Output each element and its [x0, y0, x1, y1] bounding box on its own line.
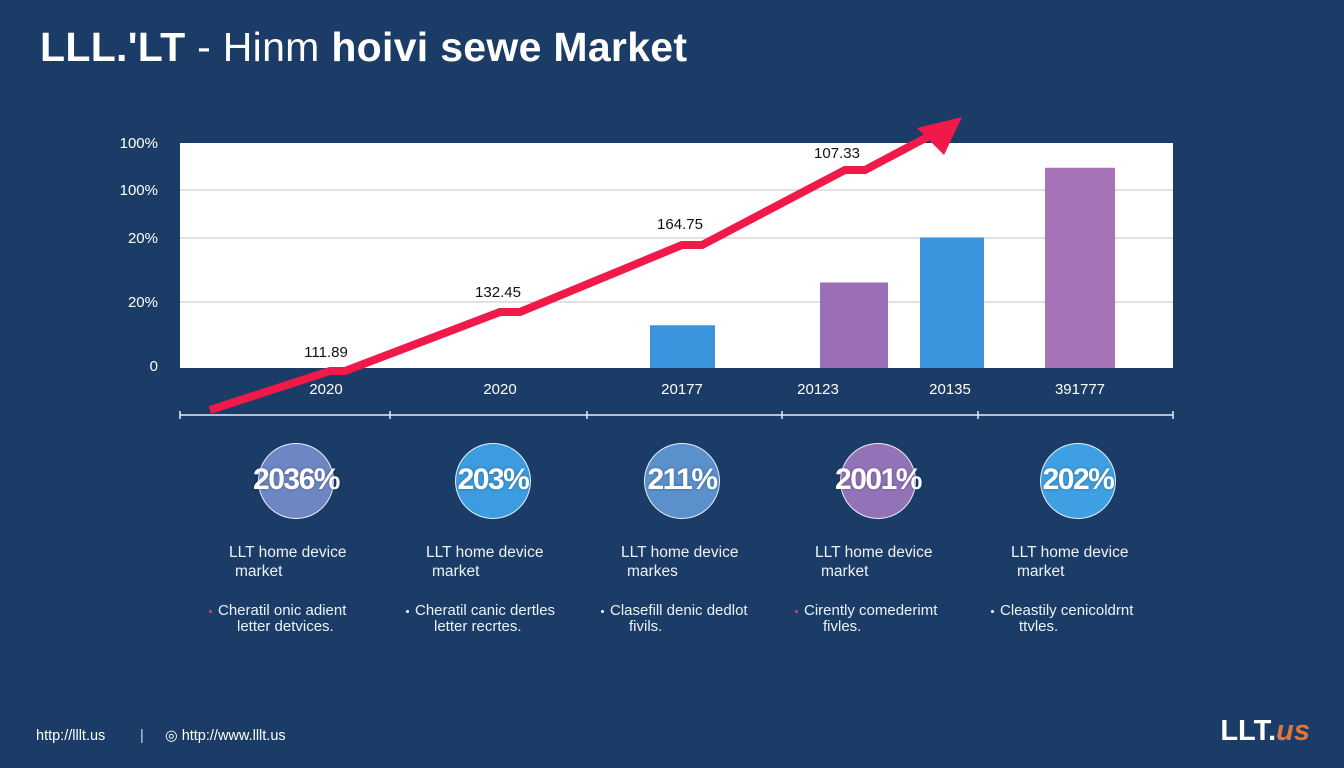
stat-circle [840, 443, 916, 519]
bullet-icon [209, 609, 212, 613]
footer-link-2[interactable]: ◎ http://www.lllt.us [165, 728, 286, 744]
copyright-icon: ◎ [165, 728, 178, 744]
bullet-text: ttvles. [1019, 618, 1059, 635]
stat-label-line: markes [627, 563, 678, 580]
stat-label: LLT home device markes [621, 543, 821, 581]
stat-circle [1040, 443, 1116, 519]
page-title: LLL.'LT - Hinm hoivi sewe Market [40, 24, 687, 71]
stat-percent: 2036% [253, 463, 340, 496]
title-part: hoivi sewe Market [331, 24, 688, 70]
stat-circle [644, 443, 720, 519]
bullet-text: letter recrtes. [434, 618, 522, 635]
chart: 100% 100% 20% 20% 0 2020 2020 20177 20123 20135 39… [120, 117, 1174, 419]
x-tick-label: 20123 [797, 381, 839, 398]
bullet-text: Cirently comederimt [804, 602, 938, 619]
y-tick-label: 20% [128, 294, 158, 311]
stat-label-line: LLT home device [815, 544, 933, 561]
footer-link-1[interactable]: http://lllt.us [36, 728, 106, 744]
stat-label-line: LLT home device [229, 544, 347, 561]
x-tick-label: 2020 [309, 381, 342, 398]
bullet-text: Cheratil onic adient [218, 602, 347, 619]
y-tick-label: 100% [120, 135, 158, 152]
bullet-icon [991, 609, 994, 613]
bullet-text: Clasefill denic dedlot [610, 602, 748, 619]
title-part: - Hinm [185, 24, 332, 70]
stat-label-line: LLT home device [1011, 544, 1129, 561]
x-tick-label: 391777 [1055, 381, 1105, 398]
title-part: LLL.'LT [40, 24, 186, 70]
y-tick-label: 100% [120, 182, 158, 199]
trend-arrowhead [917, 117, 962, 155]
stat-label: LLT home device market [815, 543, 1015, 581]
stat-circle [258, 443, 334, 519]
data-label: 132.45 [475, 284, 521, 301]
bullet-icon [601, 609, 604, 613]
logo-main: LLT. [1220, 715, 1277, 747]
stat-label-line: market [432, 563, 480, 580]
stat-label: LLT home device market [229, 543, 429, 581]
stat-percent: 2001% [835, 463, 922, 496]
x-tick-label: 20135 [929, 381, 971, 398]
bullet-icon [795, 609, 798, 613]
stat-label-line: market [1017, 563, 1065, 580]
stat-percent: 211% [647, 463, 718, 496]
bullet-text: fivles. [823, 618, 862, 635]
stat-bullet: Cheratil onic adient letter detvices. [209, 603, 419, 635]
stat-bullet: Cleastily cenicoldrnt ttvles. [991, 603, 1201, 635]
stat-label: LLT home device market [1011, 543, 1211, 581]
footer-link-2-text: http://www.lllt.us [181, 728, 286, 744]
x-tick-label: 20177 [661, 381, 703, 398]
bar [820, 282, 888, 368]
bullet-text: letter detvices. [237, 618, 334, 635]
bullet-text: Cleastily cenicoldrnt [1000, 602, 1134, 619]
data-label: 164.75 [657, 216, 703, 233]
footer-divider: | [140, 728, 144, 744]
logo: LLT.us [1220, 715, 1310, 748]
stat-label: LLT home device market [426, 543, 626, 581]
y-tick-label: 0 [150, 358, 158, 375]
bullet-text: Cheratil canic dertles [415, 602, 556, 619]
stat-label-line: LLT home device [426, 544, 544, 561]
logo-accent: us [1276, 715, 1310, 747]
stat-bullet: Cirently comederimt fivles. [795, 603, 1005, 635]
stat-bullet: Clasefill denic dedlot fivils. [601, 603, 811, 635]
data-label: 107.33 [814, 145, 860, 162]
y-tick-label: 20% [128, 230, 158, 247]
stat-label-line: market [235, 563, 283, 580]
stat-label-line: market [821, 563, 869, 580]
bar [1045, 167, 1115, 368]
stat-percent: 202% [1042, 463, 1115, 496]
bar [920, 237, 984, 368]
stat-circle [455, 443, 531, 519]
bullet-text: fivils. [629, 618, 663, 635]
bullet-icon [406, 609, 409, 613]
x-tick-label: 2020 [483, 381, 516, 398]
stat-percent: 203% [457, 463, 530, 496]
stat-bullet: Cheratil canic dertles letter recrtes. [406, 603, 616, 635]
data-label: 111.89 [304, 344, 348, 361]
trend-line [208, 129, 937, 414]
stat-label-line: LLT home device [621, 544, 739, 561]
bar [650, 325, 715, 368]
